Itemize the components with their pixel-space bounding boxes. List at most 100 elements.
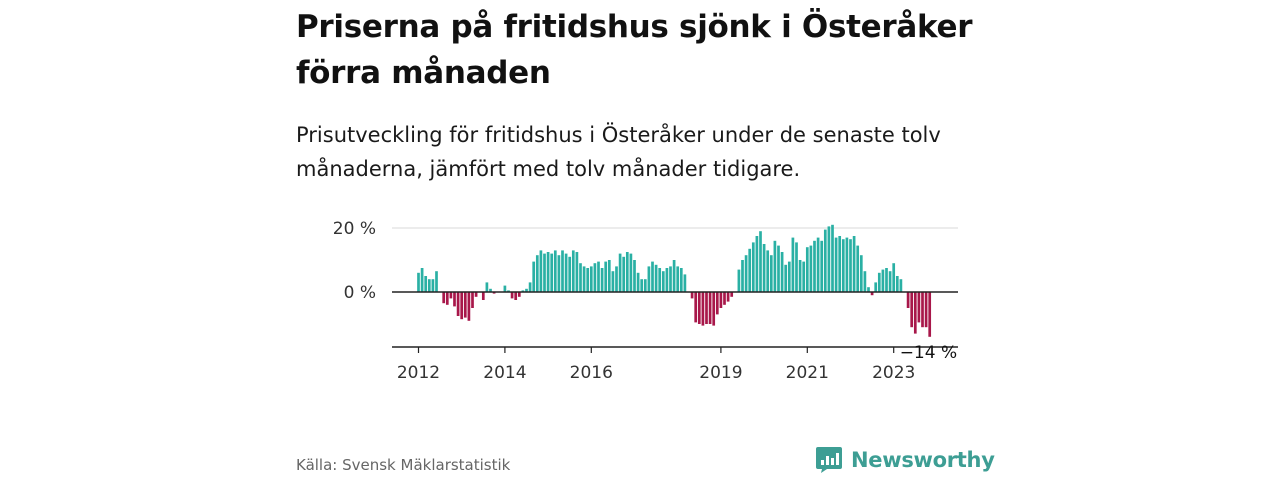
bar [859,255,863,292]
bar [582,266,586,292]
bar [636,272,640,292]
bar [467,292,471,321]
bar [420,268,424,292]
bar [600,268,604,292]
bar [661,271,665,292]
bar [787,261,791,292]
bar [683,274,687,292]
y-tick-label: 0 % [344,283,376,303]
bar [841,239,845,292]
bar [672,260,676,292]
bar [849,239,852,292]
bar [726,292,730,302]
bar [510,292,514,299]
bar [712,292,716,326]
bar-chart: 0 % 20 % 2012 2014 2016 2019 2021 2023−14 % [333,219,958,383]
bar [899,279,903,292]
bar [546,252,550,292]
bar [535,255,539,292]
bar [870,292,874,296]
bar [744,255,748,292]
bar [532,261,536,292]
bar [445,292,449,305]
bar [514,292,518,300]
bar [517,292,521,297]
bar [827,226,831,292]
bar [791,237,795,292]
bar [615,266,618,292]
bar [643,279,647,292]
bar [863,271,867,292]
bar [715,292,719,315]
bar [719,292,723,308]
bar [759,231,762,292]
bar [550,253,554,292]
bar [463,292,467,318]
bar [690,292,694,299]
x-tick-label: 2016 [570,363,613,383]
bar [665,268,669,292]
bar [507,290,510,292]
bar [748,248,752,292]
bar [579,263,582,292]
bar [701,292,705,326]
bar [543,253,546,292]
bar [424,276,428,292]
newsworthy-logo-icon [816,447,842,473]
bar [593,263,597,292]
bar [751,242,755,292]
bar [856,245,860,292]
last-value-label: −14 % [900,343,957,363]
bar [568,256,572,292]
bar [604,261,608,292]
bar [633,260,636,292]
bar [471,292,474,308]
bar [460,292,464,320]
bar [708,292,712,324]
bar [539,250,543,292]
bar [802,261,806,292]
bar [431,279,435,292]
bar [755,236,759,292]
bar [442,292,446,304]
bar [456,292,460,316]
bar [561,250,564,292]
x-tick-label: 2021 [786,363,829,383]
bar [895,276,899,292]
bar [852,236,856,292]
chart-title: Priserna på fritidshus sjönk i Österåker… [296,9,973,91]
bar [669,266,672,292]
bar [654,264,658,292]
bar [834,237,838,292]
bar [453,292,456,307]
bar [676,266,680,292]
bar [881,269,885,292]
bar [435,271,438,292]
bar [647,266,651,292]
bar [485,282,489,292]
bar [723,292,726,305]
bar [607,260,611,292]
bar [481,292,485,300]
bar [888,271,892,292]
bar [921,292,924,328]
bar [805,247,809,292]
bar [741,260,744,292]
bar [877,272,881,292]
bar [618,253,622,292]
bar [589,266,593,292]
x-tick-label: 2012 [397,363,440,383]
bar [762,244,766,292]
bar [928,292,932,337]
chart-subtitle: Prisutveckling för fritidshus i Österåke… [296,123,941,181]
bar [586,268,590,292]
bar [575,252,579,292]
bar [820,240,824,292]
bar [845,237,849,292]
bar [553,250,557,292]
bar [417,272,420,292]
bar [910,292,914,328]
bar [694,292,698,323]
brand-name: Newsworthy [851,448,995,472]
y-tick-label: 20 % [333,219,376,239]
